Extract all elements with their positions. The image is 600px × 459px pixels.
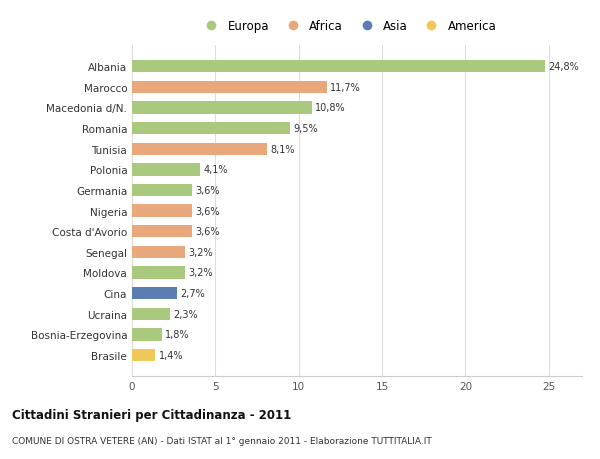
Bar	[132, 143, 267, 156]
Text: 2,3%: 2,3%	[173, 309, 198, 319]
Text: 24,8%: 24,8%	[548, 62, 580, 72]
Bar	[132, 123, 290, 135]
Text: 4,1%: 4,1%	[203, 165, 228, 175]
Bar	[132, 308, 170, 320]
Text: 3,6%: 3,6%	[196, 206, 220, 216]
Text: 2,7%: 2,7%	[181, 288, 205, 298]
Bar	[132, 246, 185, 258]
Bar	[132, 61, 545, 73]
Bar	[132, 349, 155, 361]
Text: COMUNE DI OSTRA VETERE (AN) - Dati ISTAT al 1° gennaio 2011 - Elaborazione TUTTI: COMUNE DI OSTRA VETERE (AN) - Dati ISTAT…	[12, 436, 432, 445]
Text: 1,8%: 1,8%	[166, 330, 190, 340]
Text: 3,6%: 3,6%	[196, 227, 220, 237]
Text: 11,7%: 11,7%	[331, 83, 361, 93]
Text: Cittadini Stranieri per Cittadinanza - 2011: Cittadini Stranieri per Cittadinanza - 2…	[12, 409, 291, 421]
Bar	[132, 185, 192, 197]
Bar	[132, 225, 192, 238]
Text: 8,1%: 8,1%	[271, 145, 295, 154]
Bar	[132, 267, 185, 279]
Legend: Europa, Africa, Asia, America: Europa, Africa, Asia, America	[194, 16, 502, 38]
Text: 3,2%: 3,2%	[188, 268, 213, 278]
Text: 1,4%: 1,4%	[158, 350, 183, 360]
Bar	[132, 287, 177, 300]
Bar	[132, 205, 192, 217]
Text: 3,2%: 3,2%	[188, 247, 213, 257]
Bar	[132, 164, 200, 176]
Text: 9,5%: 9,5%	[293, 124, 318, 134]
Bar	[132, 82, 327, 94]
Text: 3,6%: 3,6%	[196, 185, 220, 196]
Bar	[132, 329, 162, 341]
Bar	[132, 102, 312, 114]
Text: 10,8%: 10,8%	[316, 103, 346, 113]
